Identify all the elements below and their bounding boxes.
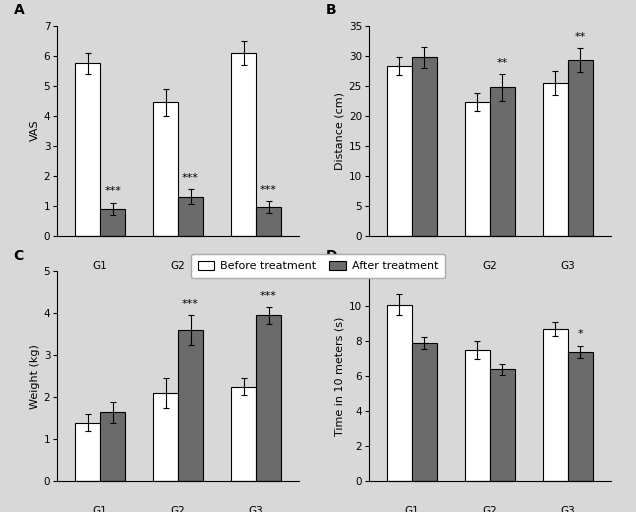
Text: ***: *** — [104, 186, 121, 196]
Bar — [490, 88, 515, 236]
Text: G2: G2 — [170, 261, 186, 271]
Text: G3: G3 — [560, 506, 575, 512]
Text: G3: G3 — [249, 261, 263, 271]
Text: C: C — [14, 249, 24, 263]
Text: G1: G1 — [93, 506, 107, 512]
Bar — [465, 102, 490, 236]
Y-axis label: VAS: VAS — [29, 120, 39, 141]
Bar — [75, 422, 100, 481]
Text: ***: *** — [260, 185, 277, 195]
Bar — [100, 208, 125, 236]
Bar — [75, 63, 100, 236]
Bar — [153, 102, 178, 236]
Y-axis label: Weight (kg): Weight (kg) — [29, 344, 39, 409]
Bar — [100, 412, 125, 481]
Text: G2: G2 — [170, 506, 186, 512]
Bar — [256, 207, 281, 236]
Text: **: ** — [574, 32, 586, 42]
Text: G2: G2 — [482, 506, 497, 512]
Bar — [465, 350, 490, 481]
Bar — [178, 330, 203, 481]
Bar — [411, 343, 437, 481]
Bar — [387, 305, 411, 481]
Bar — [543, 82, 568, 236]
Bar — [178, 197, 203, 236]
Bar — [490, 369, 515, 481]
Bar — [153, 393, 178, 481]
Text: ***: *** — [260, 291, 277, 301]
Bar — [256, 315, 281, 481]
Text: G1: G1 — [93, 261, 107, 271]
Text: A: A — [14, 3, 25, 17]
Y-axis label: Distance (cm): Distance (cm) — [335, 92, 345, 169]
Text: **: ** — [497, 58, 508, 68]
Text: ***: *** — [182, 173, 199, 183]
Text: *: * — [577, 329, 583, 339]
Bar — [231, 53, 256, 236]
Bar — [411, 57, 437, 236]
Y-axis label: Time in 10 meters (s): Time in 10 meters (s) — [335, 316, 345, 436]
Text: G1: G1 — [404, 506, 419, 512]
Text: D: D — [326, 249, 337, 263]
Text: G3: G3 — [560, 261, 575, 271]
Text: B: B — [326, 3, 336, 17]
Text: G3: G3 — [249, 506, 263, 512]
Bar — [543, 329, 568, 481]
Text: ***: *** — [182, 299, 199, 309]
Bar — [568, 60, 593, 236]
Bar — [568, 352, 593, 481]
Text: G1: G1 — [404, 261, 419, 271]
Bar — [387, 66, 411, 236]
Text: G2: G2 — [482, 261, 497, 271]
Legend: Before treatment, After treatment: Before treatment, After treatment — [191, 254, 445, 278]
Bar — [231, 387, 256, 481]
